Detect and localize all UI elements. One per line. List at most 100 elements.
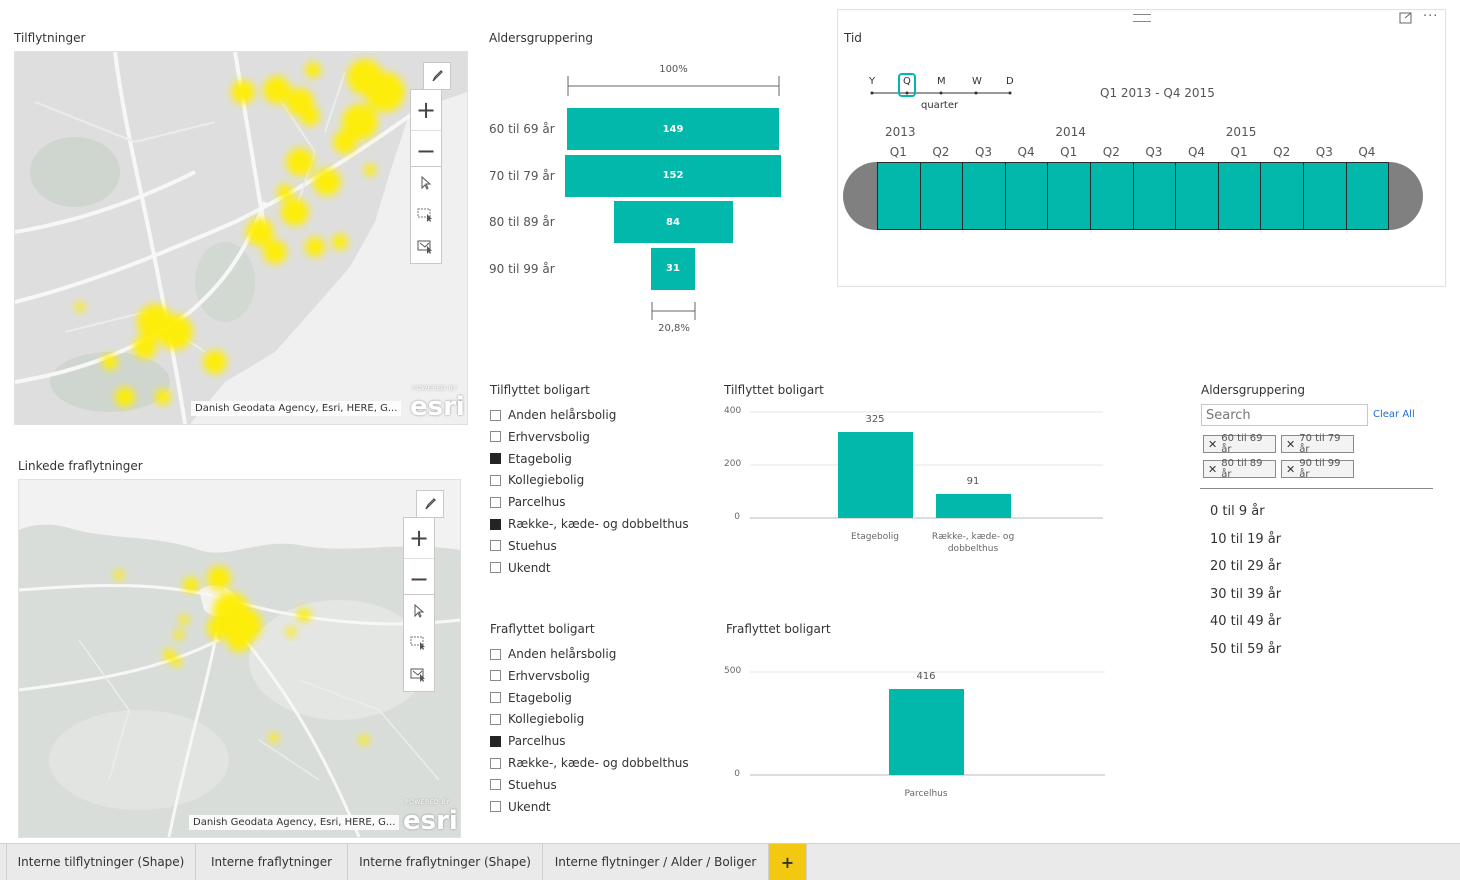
slicer-item[interactable]: Anden helårsbolig (490, 408, 616, 422)
more-options-icon[interactable]: ··· (1423, 9, 1439, 24)
map-linkede-fraflytninger[interactable]: + − Danish Geodata Agency, Esri, HERE, G… (18, 479, 461, 838)
timeline-quarter-cell[interactable] (1260, 162, 1304, 230)
age-option[interactable]: 20 til 29 år (1210, 559, 1282, 575)
checkbox-empty-icon[interactable] (490, 431, 501, 443)
remove-icon[interactable]: ✕ (1208, 437, 1218, 451)
age-option[interactable]: 10 til 19 år (1210, 531, 1282, 547)
slicer-item[interactable]: Etagebolig (490, 452, 572, 466)
clear-all-link[interactable]: Clear All (1373, 409, 1415, 420)
slicer-item[interactable]: Parcelhus (490, 734, 566, 748)
timeline-quarter-cell[interactable] (877, 162, 921, 230)
granularity-y[interactable]: Y (869, 76, 876, 87)
map2-brush-icon[interactable] (416, 490, 444, 518)
slicer-item[interactable]: Erhvervsbolig (490, 669, 590, 683)
timeline-quarter-cell[interactable] (1345, 162, 1390, 230)
timeline-quarter-cell[interactable] (1004, 162, 1049, 230)
funnel-bar[interactable]: 84 (613, 201, 733, 243)
map1-zoom-in-button[interactable]: + (415, 96, 437, 124)
age-option[interactable]: 40 til 49 år (1210, 614, 1282, 630)
selected-age-pill[interactable]: ✕ 90 til 99 år (1281, 458, 1354, 480)
checkbox-empty-icon[interactable] (490, 670, 501, 682)
map1-brush-icon[interactable] (423, 62, 451, 90)
checkbox-empty-icon[interactable] (490, 713, 501, 725)
granularity-q[interactable]: Q (903, 76, 911, 87)
drag-handle-icon[interactable] (1133, 14, 1151, 22)
age-search-input[interactable] (1201, 404, 1368, 426)
timeline-quarter-cell[interactable] (1303, 162, 1347, 230)
timeline-quarter-cell[interactable] (1175, 162, 1219, 230)
timeline-quarter-cell[interactable] (1132, 162, 1177, 230)
checkbox-empty-icon[interactable] (490, 692, 501, 704)
map2-reference-select-icon[interactable] (404, 659, 434, 691)
checkbox-empty-icon[interactable] (490, 648, 501, 660)
map1-esri-logo[interactable]: POWERED BY esri (410, 386, 465, 421)
selected-age-pill[interactable]: ✕ 80 til 89 år (1203, 458, 1276, 480)
slicer-item[interactable]: Stuehus (490, 778, 557, 792)
funnel-bar[interactable]: 152 (565, 154, 781, 197)
slicer-item[interactable]: Række-, kæde- og dobbelthus (490, 756, 689, 770)
granularity-m[interactable]: M (937, 76, 946, 87)
focus-mode-icon[interactable] (1398, 11, 1414, 25)
checkbox-empty-icon[interactable] (490, 801, 501, 813)
slicer-item[interactable]: Kollegiebolig (490, 712, 584, 726)
timeline-quarter-cell[interactable] (1090, 162, 1134, 230)
map2-zoom-out-button[interactable]: − (404, 558, 434, 599)
map2-rect-select-icon[interactable] (404, 627, 434, 659)
slicer-item[interactable]: Kollegiebolig (490, 473, 584, 487)
slicer-item[interactable]: Parcelhus (490, 495, 566, 509)
age-option[interactable]: 50 til 59 år (1210, 642, 1282, 657)
granularity-track[interactable] (866, 88, 1016, 102)
map2-zoom-in-button[interactable]: + (408, 524, 430, 552)
page-tab[interactable]: Interne fraflytninger (Shape) (348, 844, 543, 880)
checkbox-empty-icon[interactable] (490, 540, 501, 552)
checkbox-checked-icon[interactable] (490, 453, 501, 465)
remove-icon[interactable]: ✕ (1286, 462, 1296, 476)
age-option[interactable]: 0 til 9 år (1210, 504, 1265, 519)
checkbox-empty-icon[interactable] (490, 474, 501, 486)
page-tab[interactable]: Interne fraflytninger (196, 844, 348, 880)
map1-reference-select-icon[interactable] (411, 231, 441, 263)
timeline-quarter-cell[interactable] (919, 162, 964, 230)
slicer-item[interactable]: Stuehus (490, 539, 557, 553)
selected-age-pill[interactable]: ✕ 70 til 79 år (1281, 433, 1354, 455)
slicer-item[interactable]: Etagebolig (490, 691, 572, 705)
bar[interactable] (837, 431, 913, 518)
checkbox-empty-icon[interactable] (490, 496, 501, 508)
timeline-quarter-cell[interactable] (962, 162, 1006, 230)
checkbox-empty-icon[interactable] (490, 562, 501, 574)
checkbox-checked-icon[interactable] (490, 518, 501, 530)
granularity-d[interactable]: D (1006, 76, 1014, 87)
timeline-quarter-cell[interactable] (1047, 162, 1091, 230)
map2-pointer-icon[interactable] (404, 595, 434, 627)
slicer-item[interactable]: Erhvervsbolig (490, 430, 590, 444)
timeline-quarter-cell[interactable] (1217, 162, 1262, 230)
map1-rect-select-icon[interactable] (411, 199, 441, 231)
bar[interactable] (888, 689, 964, 775)
map-tilflytninger[interactable]: + − Danish Geodata Agency, Esri, HERE, G… (14, 51, 468, 425)
slicer-item[interactable]: Række-, kæde- og dobbelthus (490, 517, 689, 531)
map2-esri-logo[interactable]: POWERED BY esri (403, 800, 458, 835)
checkbox-empty-icon[interactable] (490, 409, 501, 421)
checkbox-empty-icon[interactable] (490, 779, 501, 791)
page-tab[interactable]: Interne tilflytninger (Shape) (6, 844, 196, 880)
funnel-bar[interactable]: 149 (567, 108, 779, 150)
granularity-w[interactable]: W (972, 76, 982, 87)
funnel-bar[interactable]: 31 (651, 247, 695, 290)
bar[interactable] (935, 493, 1011, 518)
page-tab[interactable]: Interne flytninger / Alder / Boliger (543, 844, 769, 880)
age-option[interactable]: 30 til 39 år (1210, 586, 1282, 602)
add-page-button[interactable]: + (769, 844, 807, 880)
timeline-range: Q1 2013 - Q4 2015 (1100, 86, 1215, 100)
checkbox-empty-icon[interactable] (490, 757, 501, 769)
remove-icon[interactable]: ✕ (1208, 462, 1218, 476)
slicer-item[interactable]: Ukendt (490, 561, 551, 575)
slicer-item[interactable]: Ukendt (490, 800, 551, 814)
granularity-selector[interactable] (898, 73, 916, 97)
remove-icon[interactable]: ✕ (1286, 437, 1296, 451)
checkbox-checked-icon[interactable] (490, 735, 501, 747)
slicer-item[interactable]: Anden helårsbolig (490, 647, 616, 661)
map1-pointer-icon[interactable] (411, 167, 441, 199)
age-divider (1200, 488, 1433, 489)
selected-age-pill[interactable]: ✕ 60 til 69 år (1203, 433, 1276, 455)
map1-zoom-out-button[interactable]: − (411, 130, 441, 171)
